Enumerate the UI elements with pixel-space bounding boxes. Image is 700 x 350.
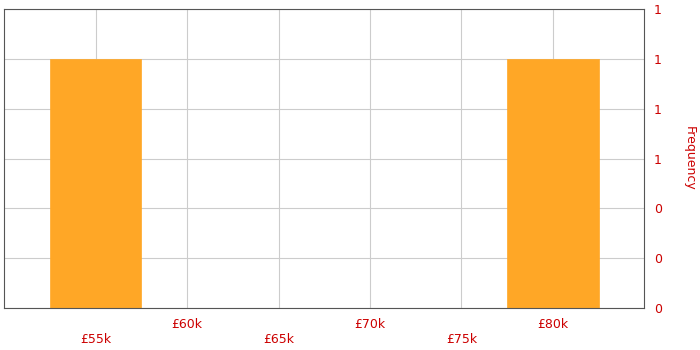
Bar — [507, 59, 598, 308]
Bar — [50, 59, 141, 308]
Y-axis label: Frequency: Frequency — [682, 126, 696, 191]
